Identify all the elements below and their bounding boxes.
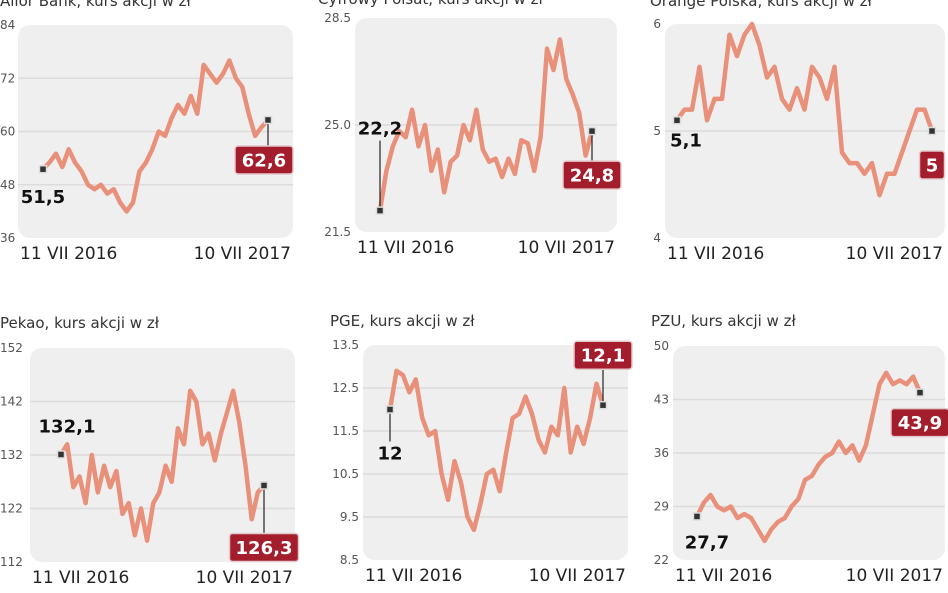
x-label-end: 10 VII 2017 [518,238,615,258]
y-tick-label: 21.5 [324,225,351,239]
y-tick-label: 36 [654,446,669,460]
y-tick-label: 22 [654,553,669,567]
chart-title: Cyfrowy Polsat, kurs akcji w zł [318,0,543,8]
end-value-label: 43,9 [898,413,942,434]
price-line [41,58,270,214]
end-marker [259,481,269,490]
x-label-start: 11 VII 2016 [667,244,764,264]
y-tick-label: 11.5 [332,424,359,438]
chart-title: Alior Bank, kurs akcji w zł [0,0,192,10]
y-tick-label: 132 [0,448,23,462]
y-tick-label: 6 [653,17,661,31]
x-label-start: 11 VII 2016 [32,568,129,588]
end-value-badge [918,150,946,180]
y-tick-label: 9.5 [340,510,359,524]
y-tick-label: 50 [654,339,669,353]
y-tick-label: 43 [654,393,669,407]
start-marker [672,116,682,125]
end-value-label: 62,6 [242,150,286,171]
end-value-badge [562,160,622,190]
start-value-label: 22,2 [358,119,402,140]
start-marker [692,512,702,521]
y-tick-label: 12.5 [332,381,359,395]
x-label-end: 10 VII 2017 [529,566,626,586]
price-line [387,368,606,533]
y-tick-label: 84 [0,18,15,32]
y-tick-label: 25.0 [324,118,351,132]
end-marker [263,115,273,125]
end-value-label: 126,3 [236,538,293,559]
y-tick-label: 60 [0,125,15,139]
x-label-start: 11 VII 2016 [365,566,462,586]
y-tick-label: 36 [0,231,15,245]
end-value-badge [228,532,300,563]
y-tick-label: 10.5 [332,467,359,481]
start-marker [385,405,395,414]
y-tick-label: 8.5 [340,553,359,567]
price-line [59,388,266,543]
y-tick-label: 72 [0,71,15,85]
y-tick-label: 13.5 [332,338,359,352]
chart-title: PZU, kurs akcji w zł [651,312,796,330]
x-label-end: 10 VII 2017 [846,566,943,586]
end-value-label: 12,1 [581,346,625,367]
price-line [675,21,935,198]
start-marker [38,164,48,174]
y-tick-label: 112 [0,555,23,569]
end-marker [587,126,597,136]
end-value-badge [573,340,633,370]
start-value-label: 27,7 [685,532,729,553]
x-label-start: 11 VII 2016 [357,238,454,258]
y-tick-label: 48 [0,178,15,192]
start-marker [375,206,385,215]
y-tick-label: 4 [653,231,661,245]
x-label-start: 11 VII 2016 [20,244,117,264]
start-value-label: 5,1 [670,130,702,151]
x-label-end: 10 VII 2017 [846,244,943,264]
end-value-badge [234,145,294,175]
end-value-label: 5 [926,156,939,177]
chart-title: PGE, kurs akcji w zł [330,312,475,330]
end-marker [927,126,937,136]
start-value-label: 132,1 [39,416,96,437]
end-value-badge [890,407,948,438]
x-label-start: 11 VII 2016 [675,566,772,586]
price-line [377,37,595,211]
price-line [694,370,923,544]
end-value-label: 24,8 [570,166,614,187]
end-marker [915,388,925,397]
y-tick-label: 152 [0,341,23,355]
chart-title: Orange Polska, kurs akcji w zł [650,0,873,10]
y-tick-label: 142 [0,395,23,409]
x-label-end: 10 VII 2017 [196,568,293,588]
chart-title: Pekao, kurs akcji w zł [0,314,160,332]
y-tick-label: 5 [653,124,661,138]
end-marker [598,400,608,410]
start-marker [56,450,66,459]
start-value-label: 51,5 [21,187,65,208]
x-label-end: 10 VII 2017 [194,244,291,264]
y-tick-label: 28.5 [324,11,351,25]
y-tick-label: 122 [0,502,23,516]
y-tick-label: 29 [654,500,669,514]
start-value-label: 12 [377,444,402,465]
